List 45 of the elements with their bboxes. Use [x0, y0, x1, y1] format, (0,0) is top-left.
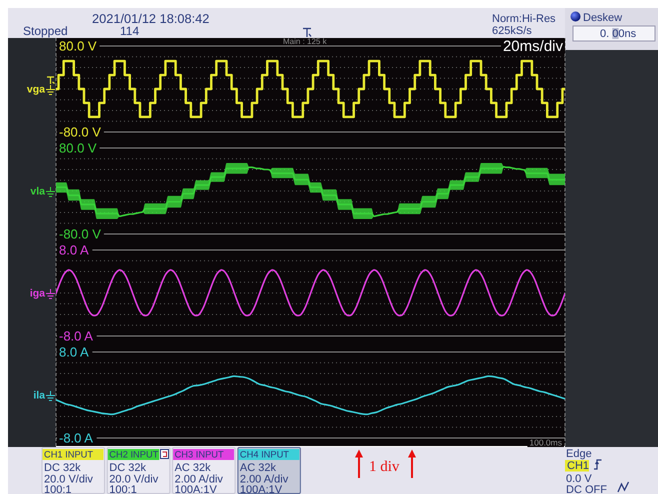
text: CH1: [567, 460, 590, 472]
legend-label: iga: [30, 288, 46, 300]
text: 2.00 A/div: [174, 474, 224, 486]
line-series: [56, 375, 565, 416]
text: CH3 INPUT: [174, 450, 224, 460]
text: 100A:1V: [174, 484, 218, 494]
text: Norm:Hi-Res: [492, 13, 556, 25]
text: AC 32k: [174, 462, 212, 474]
text: 0.0 V: [566, 473, 592, 485]
text: AC 32k: [240, 462, 276, 474]
y-tick-label: 8.0 A: [59, 344, 89, 360]
text: Edge: [566, 448, 592, 460]
text: 2021/01/12 18:08:42: [92, 11, 210, 26]
text: Stopped: [23, 24, 68, 38]
y-tick-label: 80.0 V: [59, 140, 97, 156]
text: 100:1: [44, 484, 72, 494]
annotation: 100.0ms: [529, 438, 562, 448]
legend-label: ila: [33, 390, 46, 402]
y-tick-label: -8.0 A: [59, 430, 94, 446]
text: 0. 00ns: [600, 28, 637, 40]
text: 20.0 V/div: [109, 474, 159, 486]
text: CH1 INPUT: [44, 450, 94, 460]
text: DC 32k: [109, 462, 146, 474]
text: 114: [120, 24, 140, 38]
y-tick-label: -80.0 V: [59, 226, 102, 242]
text: 625kS/s: [492, 25, 532, 37]
text: DC 32k: [44, 462, 82, 474]
y-tick-label: -80.0 V: [59, 124, 102, 140]
text: 100:1: [109, 484, 137, 494]
text: CH2 INPUT: [109, 450, 159, 460]
y-tick-label: -8.0 A: [59, 328, 94, 344]
legend-label: vga: [26, 84, 46, 96]
y-tick-label: 80.0 V: [59, 38, 97, 54]
y-tick-label: 8.0 A: [59, 242, 89, 258]
line-series: [56, 269, 565, 316]
text: 2.00 A/div: [240, 474, 289, 486]
text: DC OFF: [566, 484, 608, 494]
text: CH4 INPUT: [240, 450, 290, 460]
text: Deskew: [583, 12, 622, 24]
text: 100A:1V: [240, 484, 283, 494]
annotation: Main : 125 k: [283, 37, 328, 46]
text: 20.0 V/div: [44, 474, 94, 486]
legend-label: vla: [30, 186, 46, 198]
text: 1 div: [369, 459, 400, 475]
annotation: 20ms/div: [502, 38, 564, 55]
